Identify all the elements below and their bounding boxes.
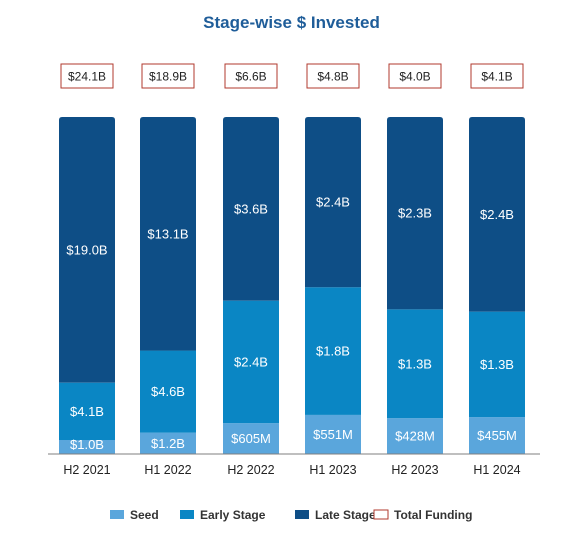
bar-segment-early-stage — [469, 311, 525, 418]
bar-segment-seed — [140, 432, 196, 454]
segment-value-label: $3.6B — [234, 201, 268, 216]
legend: Seed Early Stage Late Stage Total Funding — [110, 508, 472, 522]
segment-value-label: $1.3B — [480, 357, 514, 372]
bar-segment-early-stage — [59, 382, 115, 441]
bar-segment-late-stage — [140, 117, 196, 351]
total-funding-box — [141, 63, 195, 89]
bar-segment-late-stage — [387, 117, 443, 310]
segment-value-label: $2.4B — [316, 195, 350, 210]
segment-value-label: $2.4B — [234, 354, 268, 369]
legend-label: Total Funding — [394, 508, 472, 522]
x-tick-label: H1 2023 — [309, 463, 356, 477]
segment-value-label: $455M — [477, 428, 517, 443]
legend-swatch — [373, 509, 389, 520]
segment-value-label: $1.8B — [316, 344, 350, 359]
legend-swatch — [110, 510, 124, 519]
total-funding-label: $4.1B — [481, 70, 512, 84]
legend-label: Early Stage — [200, 508, 266, 522]
bar-segment-early-stage — [305, 287, 361, 415]
segment-value-label: $1.2B — [151, 436, 185, 451]
total-funding-box — [388, 63, 442, 89]
bars — [59, 117, 525, 454]
total-funding-label: $4.8B — [317, 70, 348, 84]
segment-value-label: $1.3B — [398, 356, 432, 371]
bar-segment-late-stage — [469, 117, 525, 312]
bar-segment-late-stage — [223, 117, 279, 301]
bar-segment-seed — [387, 418, 443, 454]
legend-label: Late Stage — [315, 508, 376, 522]
segment-value-label: $2.3B — [398, 206, 432, 221]
total-funding-box — [470, 63, 524, 89]
segment-value-label: $4.6B — [151, 384, 185, 399]
chart-title: Stage-wise $ Invested — [203, 13, 380, 32]
total-funding-label: $24.1B — [68, 70, 106, 84]
total-funding-label: $6.6B — [235, 70, 266, 84]
segment-value-label: $13.1B — [147, 226, 188, 241]
bar-segment-early-stage — [140, 350, 196, 433]
bar-segment-early-stage — [223, 300, 279, 424]
segment-value-label: $2.4B — [480, 207, 514, 222]
x-tick-label: H1 2024 — [473, 463, 520, 477]
total-funding-box — [60, 63, 114, 89]
bar-segment-late-stage — [59, 117, 115, 383]
bar-segment-early-stage — [387, 309, 443, 419]
total-funding-box — [224, 63, 278, 89]
total-funding-box — [306, 63, 360, 89]
x-tick-labels: H2 2021 H1 2022 H2 2022 H1 2023 H2 2023 H1 20… — [63, 463, 520, 477]
bar-segment-late-stage — [305, 117, 361, 288]
x-tick-label: H1 2022 — [144, 463, 191, 477]
legend-label: Seed — [130, 508, 159, 522]
legend-swatch — [295, 510, 309, 519]
x-tick-label: H2 2023 — [391, 463, 438, 477]
segment-value-label: $4.1B — [70, 404, 104, 419]
segment-value-label: $1.0B — [70, 437, 104, 452]
total-funding-label: $18.9B — [149, 70, 187, 84]
x-tick-label: H2 2021 — [63, 463, 110, 477]
segment-value-label: $428M — [395, 429, 435, 444]
bar-segment-seed — [223, 423, 279, 454]
total-labels: $24.1B $18.9B $6.6B $4.8B $4.0B $4.1B — [60, 63, 524, 89]
bar-segment-seed — [305, 414, 361, 454]
bar-segment-seed — [59, 440, 115, 454]
segment-value-label: $605M — [231, 431, 271, 446]
segment-value-label: $551M — [313, 427, 353, 442]
legend-swatch — [180, 510, 194, 519]
segment-labels: $1.0B $4.1B $19.0B $1.2B $4.6B $13.1B $605M $2.… — [66, 195, 516, 452]
segment-value-label: $19.0B — [66, 242, 107, 257]
x-tick-label: H2 2022 — [227, 463, 274, 477]
total-funding-label: $4.0B — [399, 70, 430, 84]
bar-segment-seed — [469, 417, 525, 454]
